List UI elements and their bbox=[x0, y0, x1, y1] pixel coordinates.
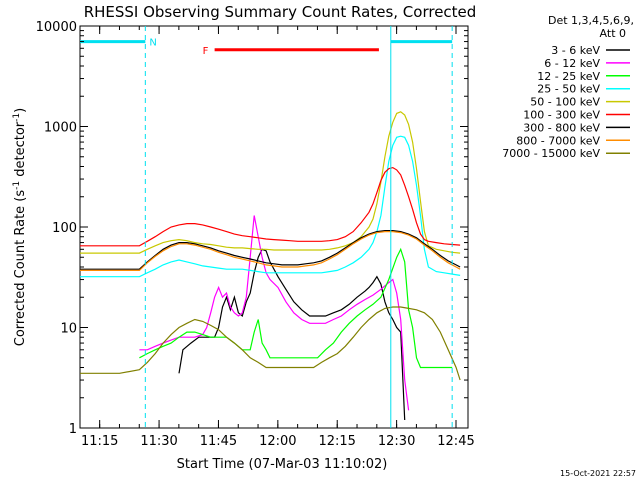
y-axis-label-sup1: -1 bbox=[12, 181, 22, 190]
y-axis-label: Corrected Count Rate (s-1 detector-1) bbox=[12, 108, 28, 346]
y-tick-label: 1000 bbox=[44, 121, 77, 136]
series-line-50-100-kev bbox=[80, 111, 461, 254]
chart-title: RHESSI Observing Summary Count Rates, Co… bbox=[84, 3, 477, 21]
y-axis-label-main: Corrected Count Rate (s bbox=[13, 190, 28, 347]
series-line-6-12-kev bbox=[139, 215, 410, 411]
y-axis-label-sup2: -1 bbox=[12, 113, 22, 122]
legend-label-7000-15000-kev: 7000 - 15000 keV bbox=[502, 147, 600, 160]
y-axis-label-end: ) bbox=[13, 108, 28, 113]
legend-label-800-7000-kev: 800 - 7000 keV bbox=[516, 134, 600, 147]
annotation-layer: NF bbox=[80, 26, 453, 428]
legend-label-3-6-kev: 3 - 6 keV bbox=[551, 44, 600, 57]
y-tick-label: 10000 bbox=[36, 20, 77, 35]
y-tick-label: 1 bbox=[69, 422, 77, 437]
x-tick-label: 12:30 bbox=[378, 434, 415, 449]
y-tick-label: 10 bbox=[60, 322, 77, 337]
x-tick-label: 12:45 bbox=[437, 434, 474, 449]
legend-label-100-300-kev: 100 - 300 keV bbox=[523, 109, 600, 122]
series-line-7000-15000-kev bbox=[80, 306, 461, 381]
x-tick-label: 12:00 bbox=[259, 434, 296, 449]
timestamp: 15-Oct-2021 22:57 bbox=[560, 469, 636, 478]
legend-label-300-800-kev: 300 - 800 keV bbox=[523, 121, 600, 134]
flare-label: F bbox=[203, 46, 209, 57]
x-axis-label: Start Time (07-Mar-03 11:10:02) bbox=[177, 457, 388, 472]
x-tick-label: 11:30 bbox=[140, 434, 177, 449]
x-tick-label: 11:45 bbox=[200, 434, 237, 449]
x-axis: 11:15 11:30 11:45 12:00 12:15 12:30 12:45 bbox=[81, 26, 475, 449]
legend-label-12-25-kev: 12 - 25 keV bbox=[537, 70, 600, 83]
series-layer bbox=[80, 111, 461, 421]
series-line-12-25-kev bbox=[139, 247, 453, 369]
series-line-100-300-kev bbox=[80, 166, 461, 247]
legend-label-25-50-kev: 25 - 50 keV bbox=[537, 83, 600, 96]
series-line-300-800-kev bbox=[80, 230, 461, 270]
series-line-25-50-kev bbox=[80, 135, 461, 278]
night-label: N bbox=[149, 38, 156, 49]
legend-label-50-100-kev: 50 - 100 keV bbox=[530, 96, 600, 109]
legend-header-attenuator: Att 0 bbox=[600, 27, 626, 40]
y-tick-label: 100 bbox=[52, 221, 77, 236]
y-axis: 1 10 100 1000 10000 bbox=[36, 20, 468, 437]
legend-header-detectors: Det 1,3,4,5,6,9, bbox=[548, 14, 634, 27]
series-line-800-7000-kev bbox=[80, 231, 461, 271]
x-tick-label: 12:15 bbox=[318, 434, 355, 449]
series-line-3-6-kev bbox=[178, 248, 406, 421]
legend-label-6-12-kev: 6 - 12 keV bbox=[544, 57, 600, 70]
y-axis-label-mid: detector bbox=[13, 121, 28, 181]
x-tick-label: 11:15 bbox=[81, 434, 118, 449]
